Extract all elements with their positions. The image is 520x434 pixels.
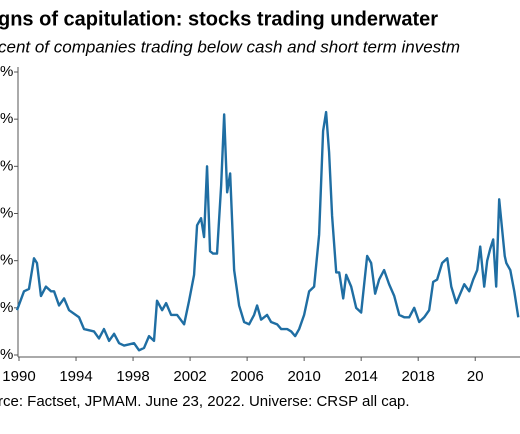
y-tick-label: % bbox=[0, 63, 13, 80]
y-tick-label: % bbox=[0, 252, 13, 269]
y-tick-label: % bbox=[0, 110, 13, 127]
x-tick-label: 20 bbox=[467, 368, 484, 385]
x-tick-label: 1994 bbox=[59, 368, 92, 385]
x-tick-label: 1998 bbox=[116, 368, 149, 385]
data-line bbox=[15, 110, 520, 352]
x-tick-label: 2014 bbox=[344, 368, 377, 385]
chart-subtitle: cent of companies trading below cash and… bbox=[0, 37, 460, 56]
x-tick-label: 2010 bbox=[287, 368, 320, 385]
chart-title: gns of capitulation: stocks trading unde… bbox=[0, 8, 438, 30]
x-tick-label: 2006 bbox=[230, 368, 263, 385]
x-tick-label: 2018 bbox=[402, 368, 435, 385]
source-note: rce: Factset, JPMAM. June 23, 2022. Univ… bbox=[0, 393, 410, 410]
x-tick-label: 1990 bbox=[2, 368, 35, 385]
y-tick-label: % bbox=[0, 157, 13, 174]
x-tick-label: 2002 bbox=[173, 368, 206, 385]
y-tick-label: % bbox=[0, 299, 13, 316]
y-tick-label: % bbox=[0, 204, 13, 221]
y-tick-label: % bbox=[0, 346, 13, 363]
